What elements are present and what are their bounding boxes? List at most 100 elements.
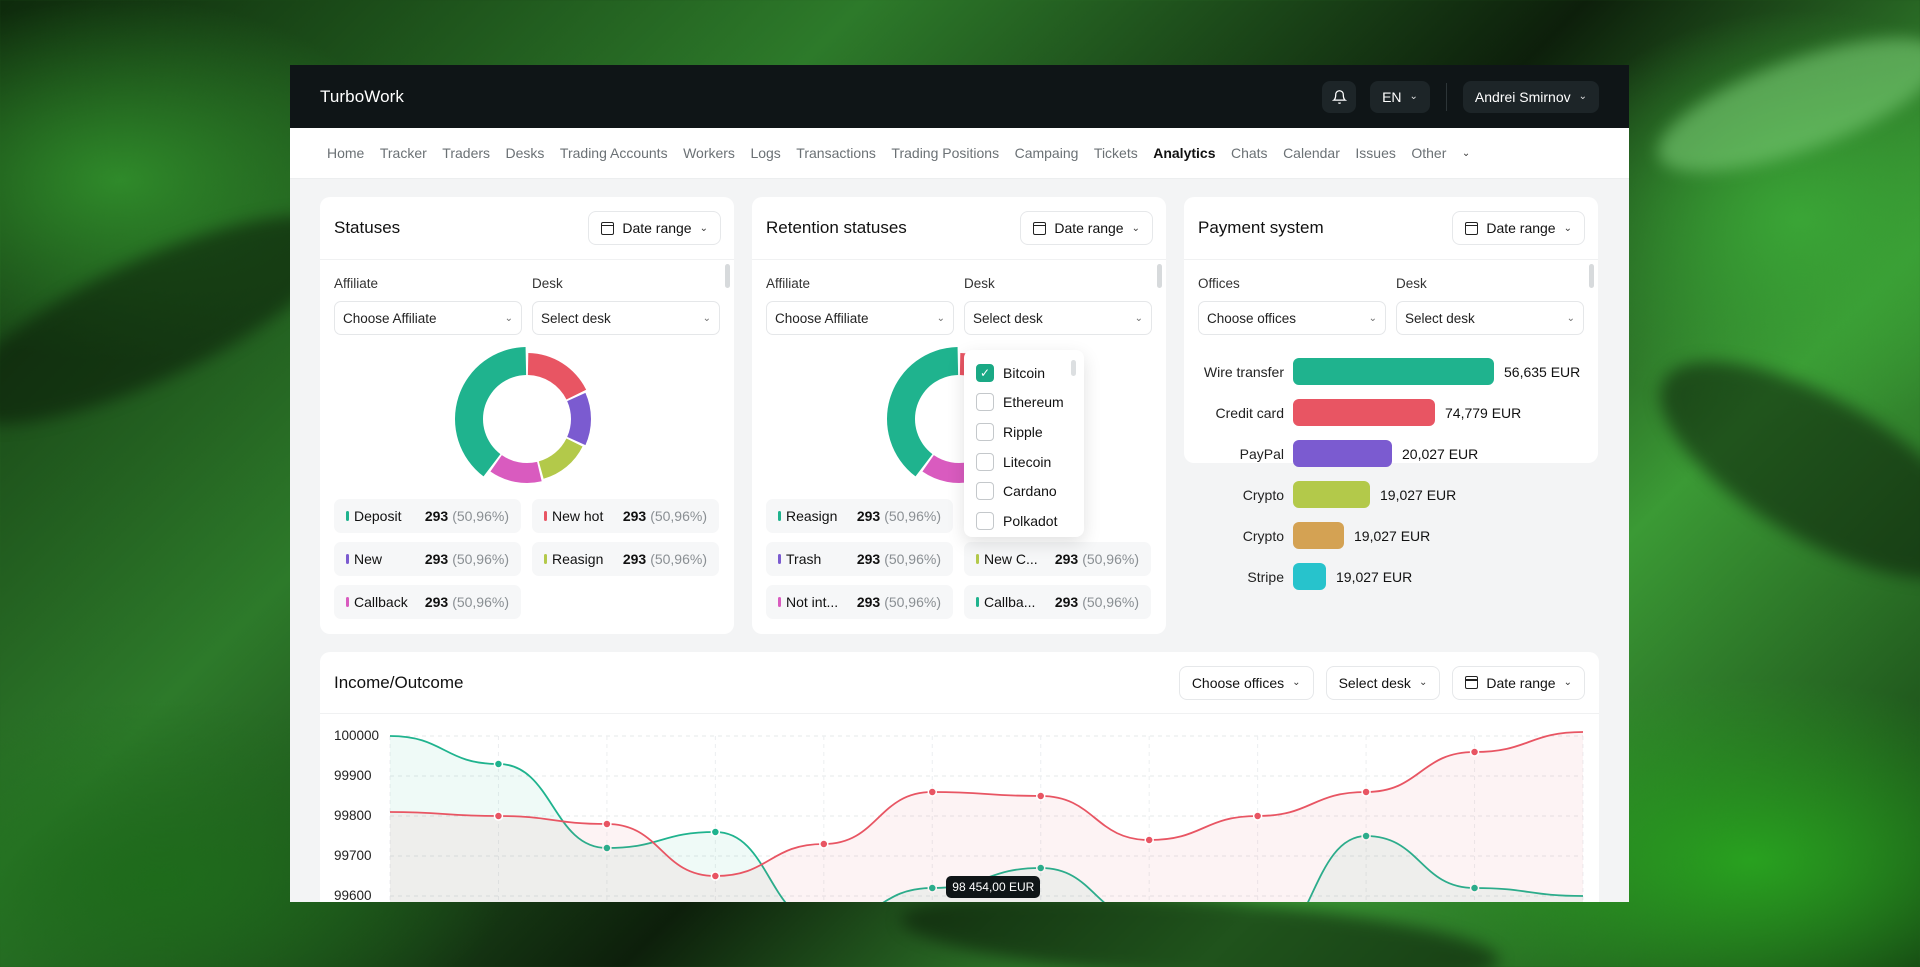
nav-item-chats[interactable]: Chats — [1230, 145, 1268, 161]
calendar-icon — [1465, 221, 1479, 235]
nav-item-analytics[interactable]: Analytics — [1153, 145, 1216, 161]
payment-row: Wire transfer 56,635 EUR — [1190, 351, 1584, 392]
checkbox-icon[interactable] — [976, 393, 994, 412]
nav-item-tracker[interactable]: Tracker — [379, 145, 427, 161]
dropdown-option[interactable]: Cardano — [976, 476, 1072, 506]
chevron-down-icon: ⌄ — [1566, 312, 1575, 324]
date-range-button[interactable]: Date range ⌄ — [1452, 211, 1585, 245]
bar — [1293, 563, 1326, 590]
data-point[interactable] — [493, 759, 504, 769]
legend-value: 293 — [622, 508, 647, 524]
dropdown-option[interactable]: Polkadot — [976, 506, 1072, 536]
nav-item-trading-accounts[interactable]: Trading Accounts — [559, 145, 668, 161]
checkbox-icon[interactable] — [976, 422, 994, 441]
chevron-down-icon: ⌄ — [936, 312, 945, 324]
offices-label: Offices — [1198, 276, 1240, 291]
nav-item-tickets[interactable]: Tickets — [1093, 145, 1138, 161]
option-label: Ripple — [1003, 423, 1043, 440]
checkbox-icon[interactable] — [976, 482, 994, 501]
data-point[interactable] — [710, 827, 721, 837]
dropdown-option[interactable]: Ripple — [976, 417, 1072, 447]
chevron-down-icon: ⌄ — [1563, 222, 1572, 234]
data-point[interactable] — [1469, 747, 1480, 757]
legend-swatch — [346, 511, 349, 521]
data-point[interactable] — [1252, 811, 1263, 821]
nav-item-traders[interactable]: Traders — [442, 145, 491, 161]
chevron-down-icon: ⌄ — [1418, 677, 1428, 688]
legend-percent: (50,96%) — [452, 508, 509, 524]
desk-select[interactable]: Select desk ⌄ — [532, 301, 720, 335]
scrollbar[interactable] — [1589, 264, 1594, 288]
legend-swatch — [346, 597, 349, 607]
legend-label: Reasign — [786, 508, 838, 524]
legend-value: 293 — [856, 551, 881, 567]
bar — [1293, 481, 1370, 508]
language-label: EN — [1382, 88, 1402, 105]
scrollbar[interactable] — [725, 264, 730, 288]
data-point[interactable] — [819, 839, 829, 849]
legend-percent: (50,96%) — [884, 551, 941, 567]
data-point[interactable] — [1035, 863, 1046, 873]
donut-slice — [538, 438, 583, 479]
nav-item-transactions[interactable]: Transactions — [796, 145, 876, 161]
date-range-button[interactable]: Date range ⌄ — [588, 211, 721, 245]
data-point[interactable] — [1469, 883, 1480, 893]
offices-select[interactable]: Choose offices ⌄ — [1198, 301, 1386, 335]
dropdown-option[interactable]: ✓ Bitcoin — [976, 358, 1072, 388]
date-range-button[interactable]: Date range ⌄ — [1452, 665, 1585, 700]
offices-select[interactable]: Choose offices ⌄ — [1178, 665, 1314, 700]
donut-slice — [455, 347, 527, 477]
option-label: Polkadot — [1003, 512, 1058, 529]
donut-slice — [527, 353, 587, 400]
desk-select[interactable]: Select desk ⌄ — [964, 301, 1152, 335]
nav-item-issues[interactable]: Issues — [1355, 145, 1396, 161]
checkbox-icon[interactable] — [976, 511, 994, 530]
legend-item: New hot 293 (50,96%) — [532, 499, 719, 533]
nav-item-calendar[interactable]: Calendar — [1283, 145, 1340, 161]
legend-label: Not int... — [786, 594, 839, 610]
nav-item-campaing[interactable]: Campaing — [1014, 145, 1079, 161]
date-range-button[interactable]: Date range ⌄ — [1020, 211, 1153, 245]
desk-select[interactable]: Select desk ⌄ — [1396, 301, 1584, 335]
chart-tooltip: 98 454,00 EUR — [946, 876, 1041, 898]
affiliate-select[interactable]: Choose Affiliate ⌄ — [334, 301, 522, 335]
dropdown-option[interactable]: Litecoin — [976, 447, 1072, 477]
legend-swatch — [778, 597, 781, 607]
data-point[interactable] — [927, 787, 938, 797]
bar — [1293, 358, 1494, 385]
data-point[interactable] — [927, 883, 938, 893]
affiliate-select[interactable]: Choose Affiliate ⌄ — [766, 301, 954, 335]
data-point[interactable] — [1361, 787, 1371, 797]
checkbox-icon[interactable] — [976, 452, 994, 471]
nav-item-logs[interactable]: Logs — [750, 145, 781, 161]
data-point[interactable] — [1361, 831, 1371, 841]
legend-label: Reasign — [552, 551, 604, 567]
data-point[interactable] — [1035, 791, 1046, 801]
bar — [1293, 399, 1435, 426]
calendar-icon — [601, 221, 615, 235]
data-point[interactable] — [602, 819, 612, 829]
nav-item-workers[interactable]: Workers — [683, 145, 735, 161]
nav-item-home[interactable]: Home — [327, 145, 365, 161]
dropdown-option[interactable]: Ethereum — [976, 388, 1072, 418]
bar-value: 19,027 EUR — [1336, 568, 1413, 585]
income-line-chart: 100000 99900 99800 99700 99600 98 454,00 EUR — [320, 714, 1599, 902]
language-selector[interactable]: EN ⌄ — [1370, 80, 1430, 113]
date-range-label: Date range — [1486, 220, 1556, 236]
user-menu[interactable]: Andrei Smirnov ⌄ — [1462, 80, 1599, 113]
data-point[interactable] — [493, 811, 504, 821]
nav-item-trading-positions[interactable]: Trading Positions — [891, 145, 1000, 161]
data-point[interactable] — [1144, 835, 1154, 845]
legend-percent: (50,96%) — [1082, 594, 1139, 610]
nav-item-other[interactable]: Other — [1411, 145, 1447, 161]
notifications-button[interactable] — [1322, 80, 1357, 113]
nav-item-desks[interactable]: Desks — [505, 145, 545, 161]
desk-select[interactable]: Select desk ⌄ — [1325, 665, 1441, 700]
data-point[interactable] — [710, 871, 721, 881]
scrollbar[interactable] — [1071, 360, 1076, 376]
series-area — [390, 732, 1583, 902]
data-point[interactable] — [602, 843, 612, 853]
checkbox-checked-icon[interactable]: ✓ — [976, 363, 994, 382]
brand-logo[interactable]: TurboWork — [320, 86, 405, 106]
scrollbar[interactable] — [1157, 264, 1162, 288]
